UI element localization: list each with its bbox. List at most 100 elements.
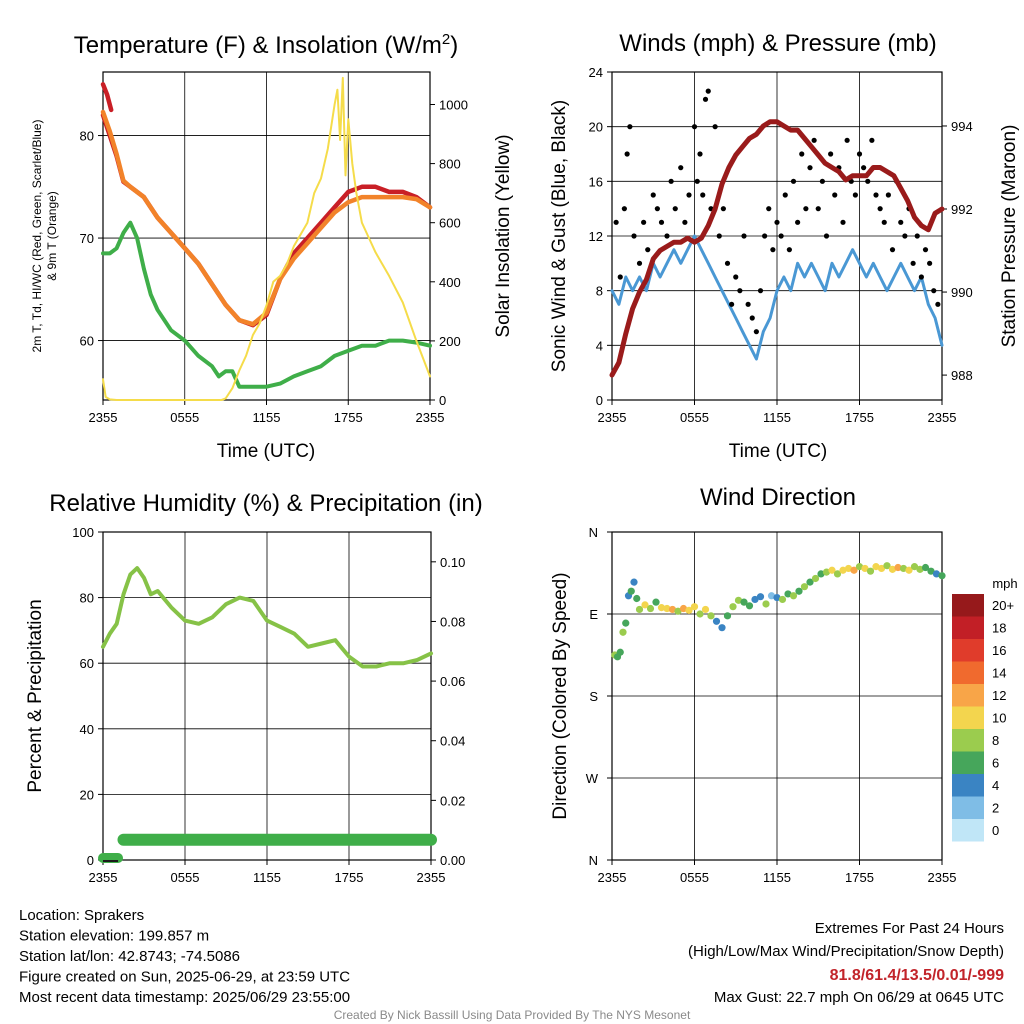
x-tick-label: 1155 [763,410,791,425]
y-tick-label: 100 [72,525,94,540]
y2-tick-label: 400 [439,275,461,290]
direction-point [740,598,748,606]
gust-point [705,88,711,94]
x-tick-label: 2355 [928,410,957,425]
gust-point [682,219,688,225]
gust-point [935,301,941,307]
direction-point [718,624,726,632]
y2-tick-label: 800 [439,157,461,172]
title-end: ) [450,32,458,59]
colorbar-label: 6 [992,756,999,771]
direction-point [861,564,869,573]
gust-point [749,315,755,321]
direction-point [696,610,704,618]
y-tick-label: 24 [589,65,603,80]
gust-point [782,192,788,198]
gust-point [790,178,797,184]
y2-tick-label: 200 [439,334,461,349]
direction-point [627,587,635,595]
gust-point [778,233,784,239]
x-tick-label: 2355 [928,870,957,885]
y2-tick-label: 992 [951,202,973,217]
colorbar-label: 12 [992,688,1006,703]
colorbar-swatch [952,684,984,707]
direction-point [784,590,792,598]
gust-point [898,219,904,225]
colorbar-label: 20+ [992,598,1014,613]
gust-point [678,165,684,171]
direction-point [916,565,924,573]
created-text: Figure created on Sun, 2025-06-29, at 23… [19,969,350,986]
gust-point [624,151,630,157]
elevation-text: Station elevation: 199.857 m [19,928,209,945]
gust-point [865,178,871,184]
colorbar-swatch [952,729,984,752]
gust-point [869,137,875,143]
direction-point [817,570,825,578]
y2-tick-label: 994 [951,119,973,134]
location-text: Location: Sprakers [19,907,144,924]
direction-point [767,592,776,600]
direction-point [806,578,814,586]
gust-point [700,192,706,198]
direction-point [872,563,880,571]
direction-point [866,567,875,575]
gust-point [694,178,700,184]
direction-point [745,602,754,610]
y2-tick-label: 0.08 [440,614,465,629]
direction-point [921,563,930,572]
direction-point [927,567,935,575]
colorbar-swatch [952,751,984,774]
x-tick-label: 2355 [416,410,445,425]
chart-title: Winds (mph) & Pressure (mb) [619,30,936,57]
direction-point [773,594,781,602]
superscript: 2 [442,31,450,48]
y-tick-label: 8 [596,284,603,299]
direction-point [877,564,886,573]
colorbar-label: 8 [992,733,999,748]
gust-point [861,165,867,171]
x-tick-label: 1755 [845,410,874,425]
gust-point [716,233,722,239]
direction-point [938,572,946,580]
direction-point [850,566,858,574]
gust-point [807,165,813,171]
gust-point [910,260,916,266]
direction-point [729,603,737,611]
series-line [101,566,433,669]
colorbar-label: 0 [992,823,999,838]
gust-point [627,124,633,130]
gust-point [668,178,674,184]
speed-colorbar: mph 20+ 18 16 14 12 10 8 6 4 2 0 [952,576,1018,842]
direction-point [679,604,688,613]
gust-point [914,233,920,239]
direction-point [800,583,809,591]
x-tick-label: 1155 [763,870,791,885]
direction-point [723,612,732,620]
gust-point [762,233,768,239]
y-tick-label: 12 [589,229,603,244]
gust-point [697,151,703,157]
gust-point [774,219,780,225]
direction-point [616,648,624,656]
series-line [610,234,944,361]
gust-point [799,151,805,157]
direction-point [663,604,671,613]
y-tick-label: 0 [87,853,94,868]
direction-point [910,563,919,571]
chart-title: Wind Direction [700,484,856,511]
humidity-chart: 2355 0555 1155 1755 2355 0 20 40 60 80 100 0.00 0.02… [72,525,465,885]
gust-point [691,124,698,130]
gust-point [757,288,764,294]
direction-point [633,594,641,603]
gust-point [631,233,637,239]
gust-point [795,219,801,225]
gust-point [902,233,908,239]
y-tick-label: E [589,607,598,622]
colorbar-label: 4 [992,778,999,793]
chart-title: Temperature (F) & Insolation (W/m2) [74,31,458,59]
x-tick-label: 0555 [170,410,199,425]
y-tick-label: 80 [80,591,94,606]
x-tick-label: 2355 [89,410,118,425]
y-axis-label: Percent & Precipitation [25,599,46,792]
